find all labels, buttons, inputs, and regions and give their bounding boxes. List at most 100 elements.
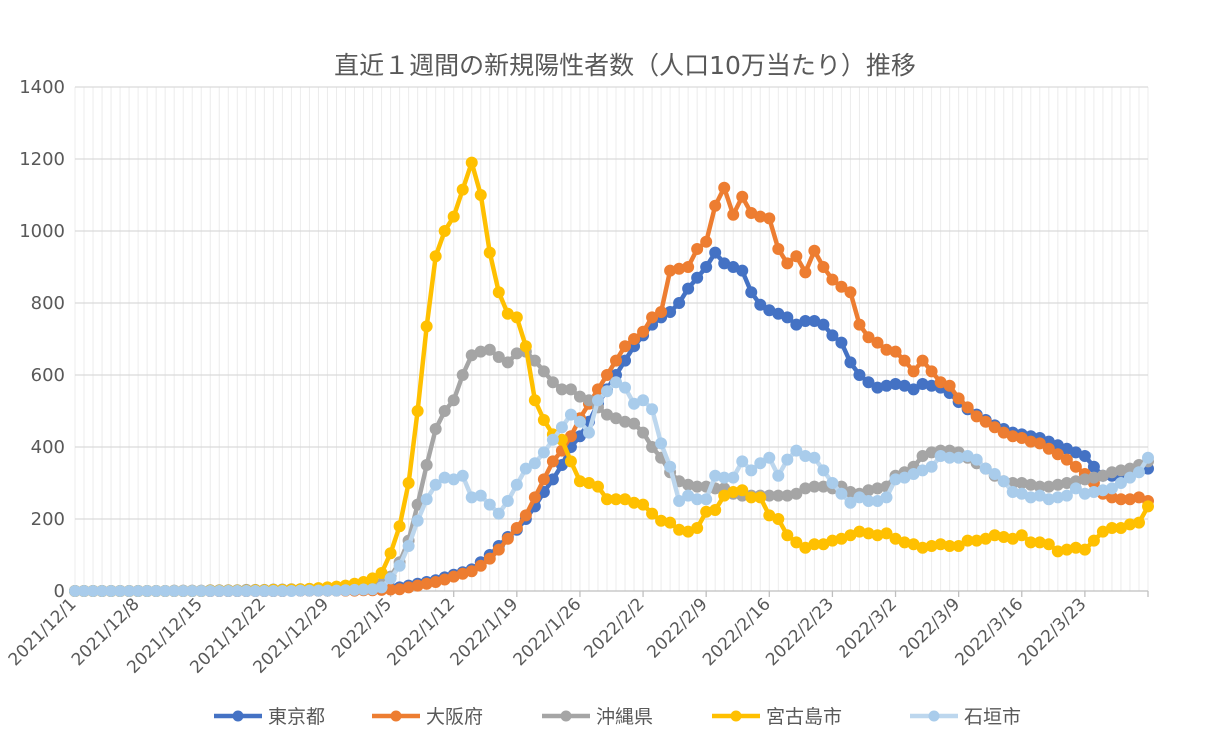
data-point: [465, 565, 478, 578]
y-axis-ticks: 0 200 400 600 800 1000 1200 1400: [19, 77, 65, 602]
data-point: [492, 286, 505, 299]
data-point: [772, 243, 785, 255]
data-point: [637, 426, 650, 439]
data-point: [799, 266, 812, 279]
legend-marker-icon: [560, 710, 572, 722]
data-point: [483, 552, 496, 565]
data-point: [600, 385, 613, 398]
data-point: [501, 532, 514, 545]
data-point: [483, 343, 496, 356]
x-tick-label: 2022/1/19: [447, 594, 523, 670]
x-tick-label: 2022/2/2: [580, 594, 648, 662]
data-point: [988, 421, 1001, 434]
data-point: [835, 487, 848, 500]
data-point: [862, 331, 875, 344]
data-point: [952, 540, 965, 552]
data-point: [646, 311, 659, 324]
data-point: [456, 469, 469, 482]
data-point: [375, 567, 388, 579]
data-point: [979, 415, 992, 428]
data-point: [826, 273, 839, 286]
data-point: [429, 478, 442, 491]
data-point: [519, 509, 532, 522]
data-point: [402, 477, 415, 489]
data-point: [1142, 451, 1154, 464]
data-point: [817, 464, 830, 477]
data-point: [772, 513, 785, 525]
data-point: [573, 415, 586, 428]
data-point: [1069, 482, 1082, 495]
data-point: [844, 286, 857, 299]
data-point: [781, 453, 794, 466]
data-point: [835, 280, 848, 293]
data-point: [610, 354, 623, 367]
data-point: [772, 469, 785, 482]
data-point: [411, 405, 424, 417]
data-point: [591, 480, 604, 493]
data-point: [871, 336, 884, 349]
data-point: [880, 527, 893, 540]
data-point: [691, 271, 704, 284]
x-tick-label: 2022/1/26: [510, 594, 586, 670]
data-point: [528, 457, 541, 470]
data-point: [537, 365, 550, 378]
data-point: [628, 333, 641, 345]
data-point: [1042, 442, 1055, 455]
data-point: [700, 235, 713, 248]
data-point: [853, 318, 866, 331]
data-point: [465, 156, 478, 169]
legend-marker-icon: [232, 710, 244, 722]
data-point: [997, 475, 1010, 488]
data-point: [709, 199, 722, 212]
data-point: [961, 401, 974, 414]
legend-label: 石垣市: [964, 706, 1021, 728]
data-point: [916, 354, 929, 367]
data-point: [817, 318, 830, 331]
data-point: [501, 495, 514, 507]
data-point: [970, 410, 983, 423]
series-5: [69, 376, 1154, 597]
data-point: [1105, 482, 1118, 495]
data-point: [736, 455, 749, 468]
data-point: [808, 451, 821, 464]
y-tick-label: 1400: [19, 77, 65, 98]
data-point: [844, 496, 857, 509]
data-point: [817, 261, 830, 273]
legend-item: 大阪府: [372, 706, 483, 728]
data-point: [709, 246, 722, 259]
data-point: [492, 543, 505, 556]
data-point: [619, 340, 632, 353]
data-point: [727, 208, 740, 221]
data-point: [474, 489, 487, 502]
data-point: [528, 394, 541, 407]
data-point: [375, 581, 388, 594]
data-point: [790, 250, 803, 263]
x-tick-label: 2022/2/23: [762, 594, 838, 670]
data-point: [1060, 489, 1073, 502]
data-point: [474, 189, 487, 201]
data-point: [790, 444, 803, 457]
x-axis-ticks: 2021/12/12021/12/82021/12/152021/12/2220…: [5, 591, 1149, 678]
data-point: [844, 356, 857, 369]
legend-marker-icon: [390, 710, 402, 722]
data-point: [393, 520, 406, 533]
y-tick-label: 200: [31, 509, 65, 530]
data-point: [429, 423, 442, 435]
data-point: [1015, 529, 1028, 542]
data-point: [492, 507, 505, 520]
data-point: [853, 369, 866, 381]
data-point: [646, 507, 659, 520]
data-point: [456, 183, 469, 196]
data-point: [1033, 437, 1046, 450]
data-point: [925, 365, 938, 378]
data-point: [456, 369, 469, 381]
data-point: [880, 491, 893, 504]
legend-marker-icon: [730, 710, 742, 722]
data-point: [420, 320, 433, 333]
data-point: [447, 210, 460, 223]
data-point: [591, 394, 604, 407]
legend: 東京都 大阪府 沖縄県 宮古島市 石垣市: [214, 706, 1021, 728]
data-point: [790, 487, 803, 500]
data-point: [682, 282, 695, 295]
